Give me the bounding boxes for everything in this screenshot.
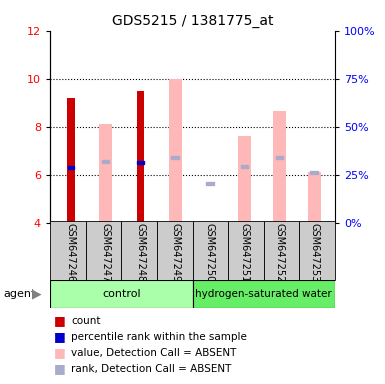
Bar — [137, 161, 144, 164]
Title: GDS5215 / 1381775_at: GDS5215 / 1381775_at — [112, 14, 273, 28]
Bar — [308, 172, 321, 223]
Text: GSM647250: GSM647250 — [205, 223, 215, 282]
Bar — [67, 98, 75, 223]
Bar — [241, 165, 248, 168]
Bar — [157, 221, 192, 280]
Text: ■: ■ — [54, 346, 66, 359]
Text: ■: ■ — [54, 314, 66, 327]
Text: control: control — [102, 289, 141, 299]
Bar — [192, 280, 335, 308]
Text: count: count — [71, 316, 101, 326]
Text: GSM647252: GSM647252 — [275, 223, 285, 283]
Bar — [50, 280, 192, 308]
Bar — [228, 221, 264, 280]
Text: ■: ■ — [54, 362, 66, 376]
Bar — [206, 182, 214, 185]
Bar — [310, 171, 318, 174]
Text: rank, Detection Call = ABSENT: rank, Detection Call = ABSENT — [71, 364, 232, 374]
Text: percentile rank within the sample: percentile rank within the sample — [71, 332, 247, 342]
Text: GSM647248: GSM647248 — [136, 223, 146, 282]
Bar — [238, 136, 251, 223]
Bar — [264, 221, 300, 280]
Text: GSM647253: GSM647253 — [309, 223, 319, 282]
Bar — [50, 221, 86, 280]
Bar — [300, 221, 335, 280]
Text: GSM647249: GSM647249 — [170, 223, 180, 282]
Bar — [169, 79, 182, 223]
Bar — [99, 124, 112, 223]
Text: GSM647251: GSM647251 — [239, 223, 249, 282]
Bar — [68, 166, 74, 169]
Bar — [171, 156, 179, 159]
Text: ▶: ▶ — [32, 288, 42, 301]
Text: hydrogen-saturated water: hydrogen-saturated water — [195, 289, 332, 299]
Bar — [276, 156, 283, 159]
Text: agent: agent — [4, 289, 36, 299]
Bar — [102, 160, 109, 163]
Bar — [137, 91, 144, 223]
Text: GSM647247: GSM647247 — [100, 223, 110, 282]
Bar — [121, 221, 157, 280]
Bar — [273, 111, 286, 223]
Bar — [86, 221, 121, 280]
Text: ■: ■ — [54, 330, 66, 343]
Text: GSM647246: GSM647246 — [66, 223, 76, 282]
Text: value, Detection Call = ABSENT: value, Detection Call = ABSENT — [71, 348, 237, 358]
Bar — [192, 221, 228, 280]
